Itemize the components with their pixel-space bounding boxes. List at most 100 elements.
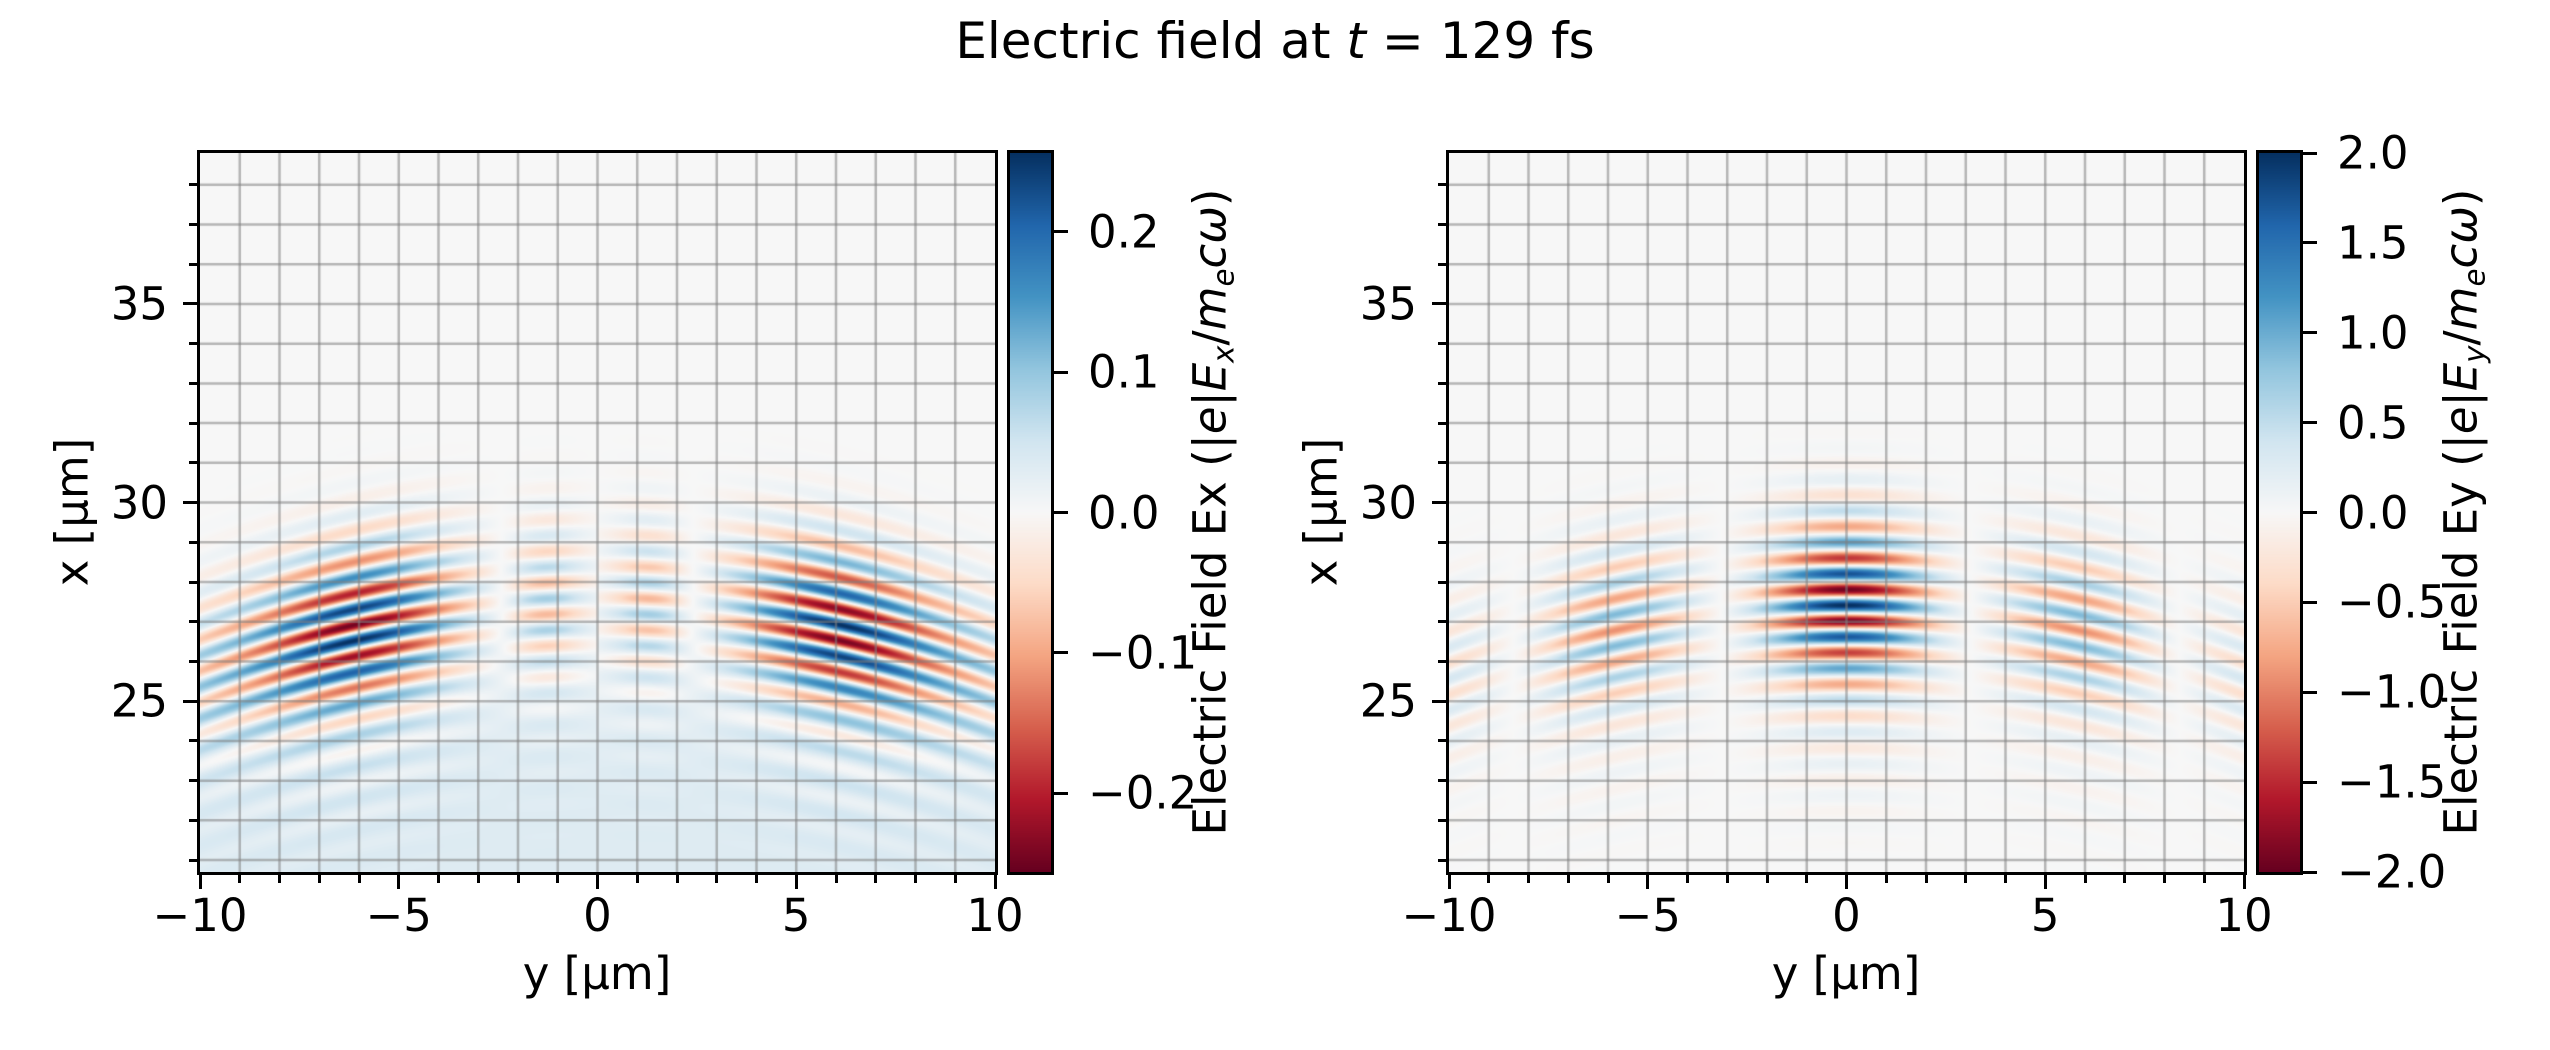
y-minor-tick <box>1438 779 1446 783</box>
x-tick-label: −5 <box>1614 889 1681 942</box>
colorbar-tick-label: 0.0 <box>1088 486 1160 539</box>
y-minor-tick <box>1438 818 1446 822</box>
figure-title: Electric field at t = 129 fs <box>0 12 2550 71</box>
colorbar-tick-label: −0.5 <box>2337 575 2447 629</box>
x-tick-label: 10 <box>2215 889 2273 942</box>
colorbar-tick-label: −2.0 <box>2337 845 2447 899</box>
y-minor-tick <box>1438 381 1446 385</box>
colorbar-tick <box>1054 791 1068 795</box>
x-major-tick <box>397 875 401 889</box>
colorbar-tick-label: 0.1 <box>1088 345 1160 399</box>
x-tick-label: −10 <box>1401 889 1497 942</box>
text-segment: E <box>1183 362 1237 392</box>
colorbar-tick <box>1054 511 1068 514</box>
x-major-tick <box>794 875 798 889</box>
y-major-tick <box>1432 699 1446 703</box>
x-tick-label: −10 <box>152 889 248 942</box>
y-minor-tick <box>189 342 197 346</box>
colorbar-tick-label: −0.1 <box>1088 626 1198 680</box>
y-minor-tick <box>189 183 197 187</box>
plot-area-ey <box>1446 150 2247 875</box>
colorbar-canvas-ex <box>1010 153 1051 872</box>
y-minor-tick <box>1438 620 1446 624</box>
colorbar-tick-label: 1.0 <box>2337 306 2409 360</box>
x-minor-tick <box>556 875 560 883</box>
y-major-tick <box>1432 501 1446 505</box>
x-minor-tick <box>1964 875 1968 883</box>
text-segment: | <box>2434 391 2488 407</box>
colorbar-label-ey: Electric Field Ey (|e|Ey/mecω) <box>2434 189 2492 836</box>
x-minor-tick <box>675 875 679 883</box>
x-minor-tick <box>2202 875 2206 883</box>
x-major-tick <box>1646 875 1650 889</box>
x-minor-tick <box>1805 875 1809 883</box>
x-minor-tick <box>238 875 242 883</box>
colorbar-tick <box>2303 511 2317 514</box>
text-segment: ) <box>2434 188 2488 207</box>
colorbar-tick <box>2303 600 2317 604</box>
x-minor-tick <box>874 875 878 883</box>
text-segment: Electric field at <box>955 12 1347 70</box>
y-minor-tick <box>1438 262 1446 266</box>
x-minor-tick <box>1725 875 1729 883</box>
y-minor-tick <box>1438 183 1446 187</box>
colorbar-tick <box>2303 780 2317 784</box>
x-minor-tick <box>953 875 957 883</box>
x-minor-tick <box>834 875 838 883</box>
y-major-tick <box>1432 302 1446 306</box>
colorbar-tick-label: 1.5 <box>2337 216 2409 270</box>
x-minor-tick <box>1527 875 1530 883</box>
y-minor-tick <box>189 739 197 743</box>
x-axis-label-ex: y [μm] <box>522 947 672 1000</box>
x-major-tick <box>1447 875 1451 889</box>
colorbar-tick-label: 0.2 <box>1088 205 1160 259</box>
x-minor-tick <box>715 875 719 883</box>
text-segment: / <box>1183 330 1237 346</box>
colorbar-label-ex: Electric Field Ex (|e|Ex/mecω) <box>1183 189 1241 836</box>
x-tick-label: −5 <box>365 889 432 942</box>
y-minor-tick <box>189 818 197 822</box>
text-segment: x <box>1206 345 1241 363</box>
x-axis-label-ey: y [μm] <box>1771 947 1921 1000</box>
colorbar-tick-label: −1.5 <box>2337 755 2447 809</box>
x-minor-tick <box>1566 875 1570 883</box>
y-minor-tick <box>189 779 197 783</box>
colorbar-tick <box>2303 241 2317 245</box>
x-minor-tick <box>317 875 321 883</box>
y-minor-tick <box>1438 739 1446 743</box>
heatmap-canvas-ex <box>200 153 995 872</box>
x-minor-tick <box>2163 875 2166 883</box>
text-segment: e <box>1183 406 1237 435</box>
heatmap-canvas-ey <box>1449 153 2244 872</box>
x-minor-tick <box>2083 875 2087 883</box>
text-segment: ω <box>2434 206 2488 244</box>
x-major-tick <box>596 875 599 889</box>
x-major-tick <box>2043 875 2047 889</box>
x-minor-tick <box>1884 875 1888 883</box>
y-tick-label: 30 <box>1359 476 1417 530</box>
x-minor-tick <box>914 875 917 883</box>
colorbar-tick <box>2303 690 2317 694</box>
y-minor-tick <box>1438 342 1446 346</box>
x-minor-tick <box>1487 875 1491 883</box>
x-major-tick <box>1845 875 1848 889</box>
text-segment: / <box>2434 330 2488 346</box>
y-minor-tick <box>189 620 197 624</box>
x-tick-label: 5 <box>781 889 811 942</box>
y-major-tick <box>183 501 197 505</box>
x-minor-tick <box>1686 875 1689 883</box>
text-segment: E <box>2434 362 2488 392</box>
colorbar-tick <box>2303 870 2317 874</box>
x-minor-tick <box>1606 875 1610 883</box>
y-major-tick <box>183 699 197 703</box>
text-segment: m <box>2434 286 2488 331</box>
x-tick-label: 10 <box>966 889 1024 942</box>
y-minor-tick <box>189 421 197 425</box>
text-segment: e <box>2457 268 2492 287</box>
y-minor-tick <box>1438 461 1446 465</box>
colorbar-tick <box>1054 370 1068 374</box>
x-major-tick <box>2242 875 2246 889</box>
x-tick-label: 0 <box>1832 889 1861 942</box>
y-tick-label: 25 <box>110 674 168 728</box>
